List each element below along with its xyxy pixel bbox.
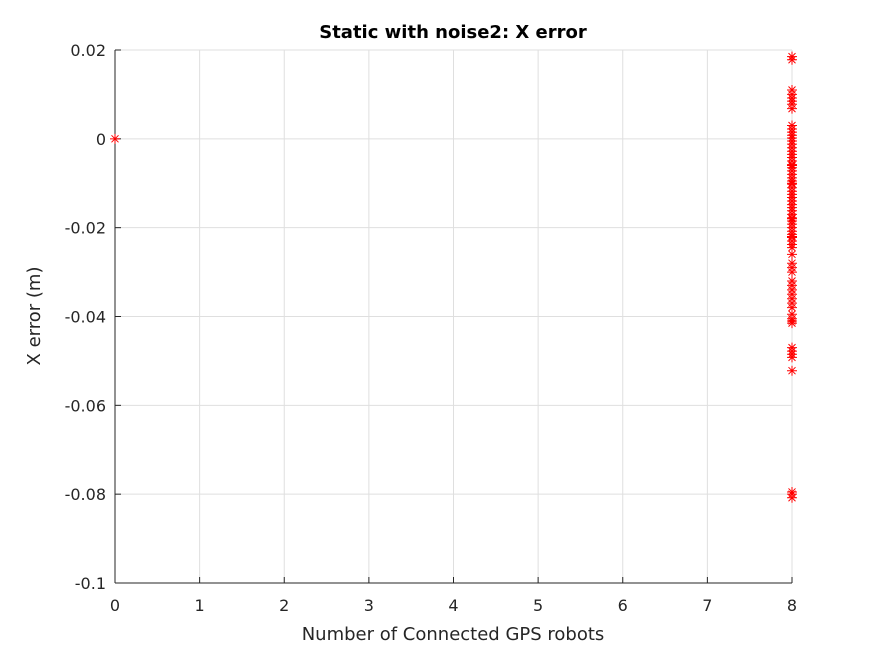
x-tick-label: 2 [279,596,289,615]
data-point [110,133,120,144]
x-tick-label: 3 [364,596,374,615]
axes [114,49,793,584]
y-tick-label: -0.08 [65,485,106,504]
data-point [787,196,797,207]
data-point [787,302,797,313]
y-tick-label: -0.1 [75,574,106,593]
chart-title: Static with noise2: X error [319,22,587,43]
y-tick-label: -0.06 [65,396,106,415]
data-point [787,249,797,260]
data-point [787,492,797,503]
y-tick-label: 0.02 [70,41,106,60]
data-point [787,213,797,224]
x-tick-label: 5 [533,596,543,615]
data-point [787,160,797,171]
data-point [787,178,797,189]
data-point [787,318,797,329]
x-tick-label: 8 [787,596,797,615]
data-points [110,51,797,503]
x-tick-label: 4 [448,596,458,615]
x-tick-label: 0 [110,596,120,615]
data-point [787,54,797,65]
x-axis-label: Number of Connected GPS robots [302,624,605,645]
y-tick-label: -0.02 [65,219,106,238]
tick-labels: 0 1 2 3 4 5 6 7 8 0.02 0 -0.02 -0.04 -0.06 -0.08 -0.1 [65,41,798,615]
data-point [787,242,797,253]
data-point [787,231,797,242]
data-point [787,352,797,363]
data-point [787,103,797,114]
y-tick-label: -0.04 [65,308,106,327]
y-axis-label: X error (m) [24,267,45,366]
x-tick-label: 1 [195,596,205,615]
data-point [787,267,797,278]
data-point [787,365,797,376]
x-tick-label: 7 [702,596,712,615]
x-tick-label: 6 [618,596,628,615]
y-tick-label: 0 [96,130,106,149]
